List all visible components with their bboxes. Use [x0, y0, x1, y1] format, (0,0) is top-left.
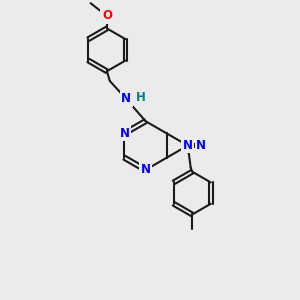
Text: N: N [119, 127, 129, 140]
Text: N: N [183, 139, 193, 152]
Text: N: N [196, 139, 206, 152]
Text: O: O [102, 10, 112, 22]
Text: N: N [140, 164, 151, 176]
Text: H: H [136, 91, 146, 103]
Text: N: N [121, 92, 131, 105]
